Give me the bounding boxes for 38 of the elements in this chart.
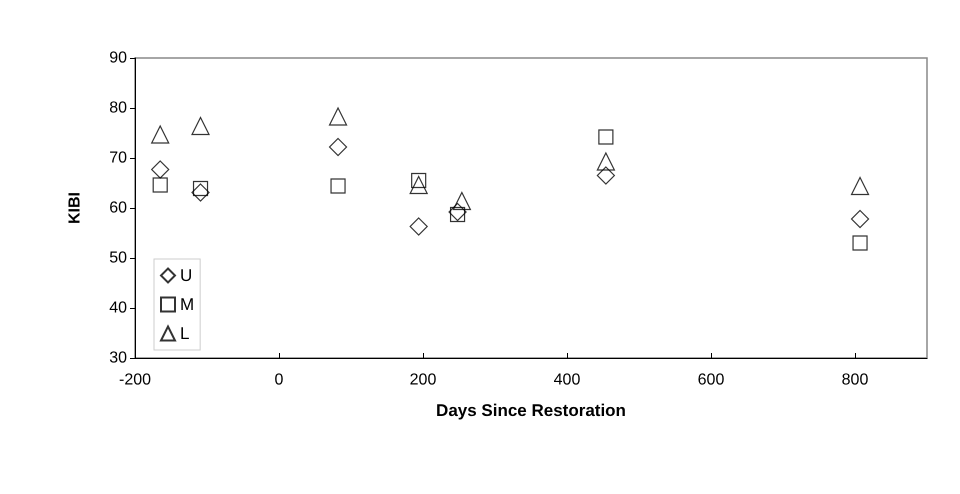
legend-label: U: [180, 266, 192, 285]
point: [852, 235, 868, 251]
y-tick-label: 50: [109, 250, 128, 266]
legend-label: M: [180, 295, 194, 314]
point: [328, 138, 348, 156]
point: [328, 107, 348, 126]
point: [192, 180, 208, 196]
point: [330, 178, 346, 194]
point: [191, 116, 210, 136]
point: [452, 192, 471, 210]
y-axis-title: KIBI: [66, 192, 84, 224]
y-tick-label: 80: [109, 100, 128, 116]
point: [191, 183, 210, 202]
y-tick-label: 60: [109, 200, 128, 216]
y-tick-label: 30: [109, 350, 128, 366]
point: [151, 125, 170, 144]
x-tick-label: 400: [554, 372, 580, 388]
point: [450, 206, 466, 222]
y-tick-label: 40: [109, 300, 128, 316]
y-tick-label: 90: [109, 50, 128, 66]
x-tick-label: 800: [842, 372, 868, 388]
point: [850, 176, 870, 196]
y-tick-label: 70: [109, 150, 128, 166]
legend-label: L: [180, 324, 190, 343]
point: [410, 176, 428, 194]
point: [152, 177, 168, 193]
point: [596, 152, 615, 171]
point: [596, 166, 615, 185]
x-tick-label: 0: [274, 372, 284, 388]
x-axis-title: Days Since Restoration: [436, 401, 626, 420]
point: [151, 160, 170, 179]
x-tick-label: -200: [118, 372, 152, 388]
point: [448, 202, 467, 222]
x-tick-label: 600: [698, 372, 724, 388]
point: [598, 129, 614, 145]
point: [410, 217, 428, 236]
point: [850, 210, 870, 228]
x-tick-label: 200: [410, 372, 436, 388]
